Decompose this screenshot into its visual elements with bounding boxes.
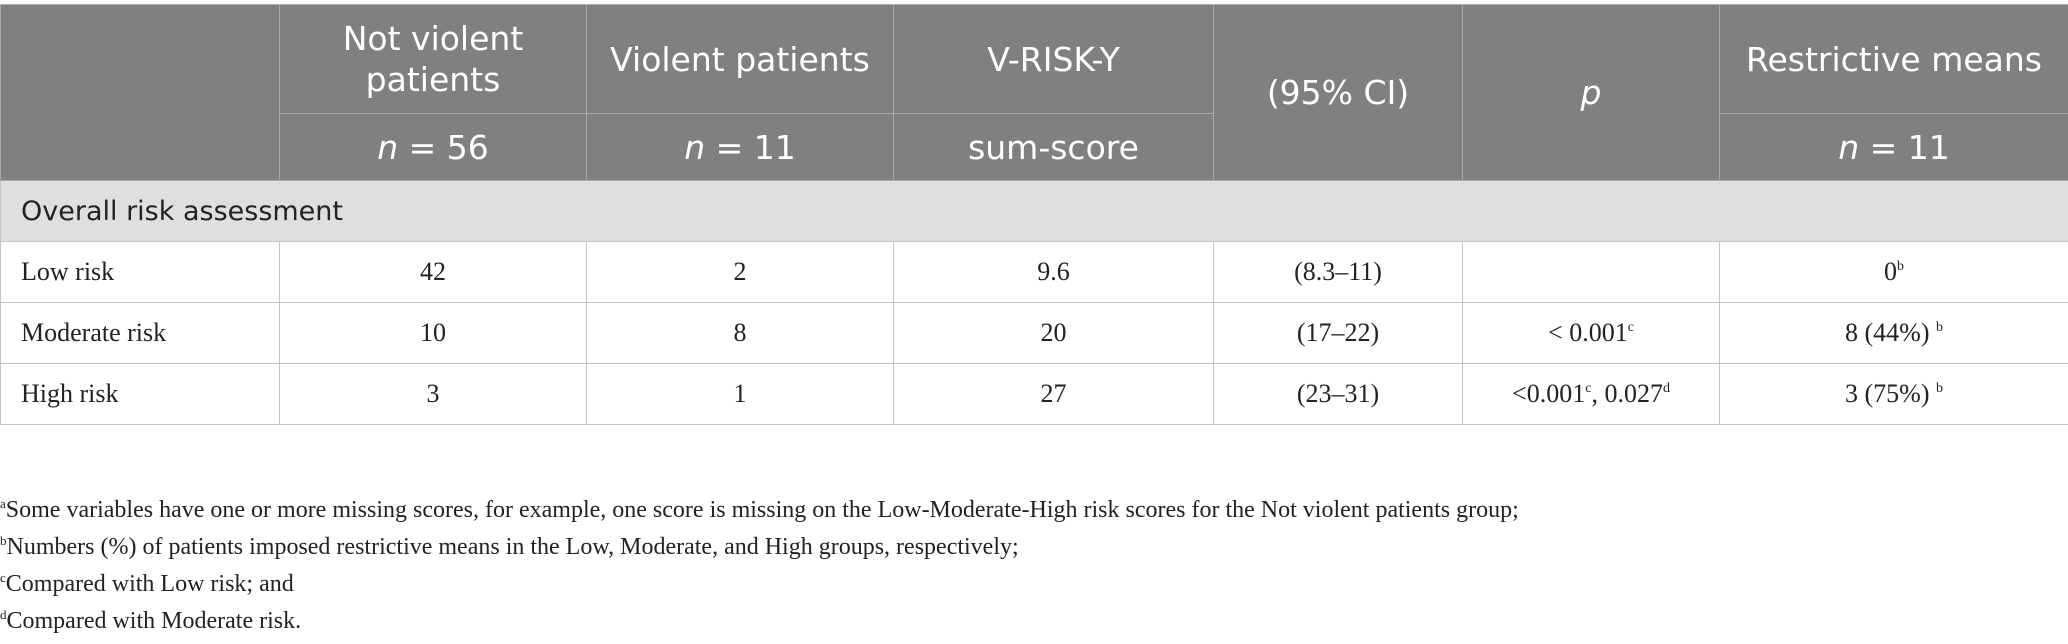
p-value-2: , 0.027 [1591, 379, 1663, 408]
cell-restrictive: 0b [1719, 241, 2068, 303]
cell-violent: 8 [586, 302, 894, 364]
table-row: Moderate risk 10 8 20 (17–22) < 0.001c 8… [0, 302, 2068, 364]
footnote-mark: a [0, 496, 6, 511]
p-footnote-mark-2: d [1662, 381, 1670, 396]
footnote-text: Numbers (%) of patients imposed restrict… [6, 534, 1019, 560]
restrictive-footnote-mark: b [1897, 259, 1904, 274]
cell-not-violent: 10 [279, 302, 587, 364]
restrictive-footnote-mark: b [1935, 381, 1943, 396]
n-symbol: n [377, 127, 399, 167]
n-value: = 11 [705, 127, 796, 167]
footnote: cCompared with Low risk; and [0, 566, 2068, 603]
cell-violent: 1 [586, 363, 894, 425]
cell-score: 27 [893, 363, 1214, 425]
cell-score: 20 [893, 302, 1214, 364]
table-row: Low risk 42 2 9.6 (8.3–11) 0b [0, 241, 2068, 303]
footnote-mark: c [0, 570, 6, 585]
cell-ci: (17–22) [1213, 302, 1463, 364]
risk-assessment-table: Not violent patients Violent patients V-… [0, 4, 2068, 425]
header-vrisky: V-RISK-Y [893, 4, 1214, 114]
n-value: = 56 [398, 127, 489, 167]
header-sum-score: sum-score [893, 113, 1214, 181]
restrictive-value: 8 (44%) [1845, 318, 1936, 347]
restrictive-value: 3 (75%) [1845, 379, 1936, 408]
header-violent-n: n = 11 [586, 113, 894, 181]
n-symbol: n [684, 127, 706, 167]
restrictive-footnote-mark: b [1935, 320, 1943, 335]
header-row-top: Not violent patients Violent patients V-… [0, 4, 2068, 181]
p-value: < 0.001 [1548, 318, 1628, 347]
header-restrictive: Restrictive means [1719, 4, 2068, 114]
header-blank-cell [0, 4, 280, 181]
cell-p: < 0.001c [1462, 302, 1720, 364]
footnote-text: Compared with Low risk; and [5, 571, 294, 597]
cell-restrictive: 8 (44%) b [1719, 302, 2068, 364]
section-row: Overall risk assessment [0, 180, 2068, 242]
cell-not-violent: 42 [279, 241, 587, 303]
footnote-text: Compared with Moderate risk. [6, 608, 302, 634]
cell-ci: (23–31) [1213, 363, 1463, 425]
p-footnote-mark: c [1585, 381, 1592, 396]
row-label: Moderate risk [0, 302, 280, 364]
footnotes: aSome variables have one or more missing… [0, 492, 2068, 640]
footnote-mark: b [0, 533, 7, 548]
cell-not-violent: 3 [279, 363, 587, 425]
footnote-mark: d [0, 607, 7, 622]
cell-p: <0.001c, 0.027d [1462, 363, 1720, 425]
n-symbol: n [1838, 127, 1860, 167]
header-ci: (95% CI) [1213, 4, 1463, 181]
n-value: = 11 [1859, 127, 1950, 167]
cell-restrictive: 3 (75%) b [1719, 363, 2068, 425]
cell-p [1462, 241, 1720, 303]
footnote-text: Some variables have one or more missing … [5, 497, 1519, 523]
cell-violent: 2 [586, 241, 894, 303]
header-restrictive-n: n = 11 [1719, 113, 2068, 181]
footnote: aSome variables have one or more missing… [0, 492, 2068, 529]
footnote: dCompared with Moderate risk. [0, 603, 2068, 640]
footnote: bNumbers (%) of patients imposed restric… [0, 529, 2068, 566]
header-row-bottom: n = 56 n = 11 sum-score n = 11 [1, 113, 2068, 181]
header-not-violent: Not violent patients [279, 4, 587, 114]
p-footnote-mark: c [1627, 320, 1634, 335]
section-label: Overall risk assessment [0, 180, 2068, 242]
header-not-violent-n: n = 56 [279, 113, 587, 181]
restrictive-value: 0 [1884, 257, 1897, 286]
row-label: Low risk [0, 241, 280, 303]
row-label: High risk [0, 363, 280, 425]
table-row: High risk 3 1 27 (23–31) <0.001c, 0.027d… [0, 363, 2068, 425]
p-value: <0.001 [1512, 379, 1586, 408]
cell-score: 9.6 [893, 241, 1214, 303]
cell-ci: (8.3–11) [1213, 241, 1463, 303]
header-p: p [1462, 4, 1720, 181]
header-violent: Violent patients [586, 4, 894, 114]
